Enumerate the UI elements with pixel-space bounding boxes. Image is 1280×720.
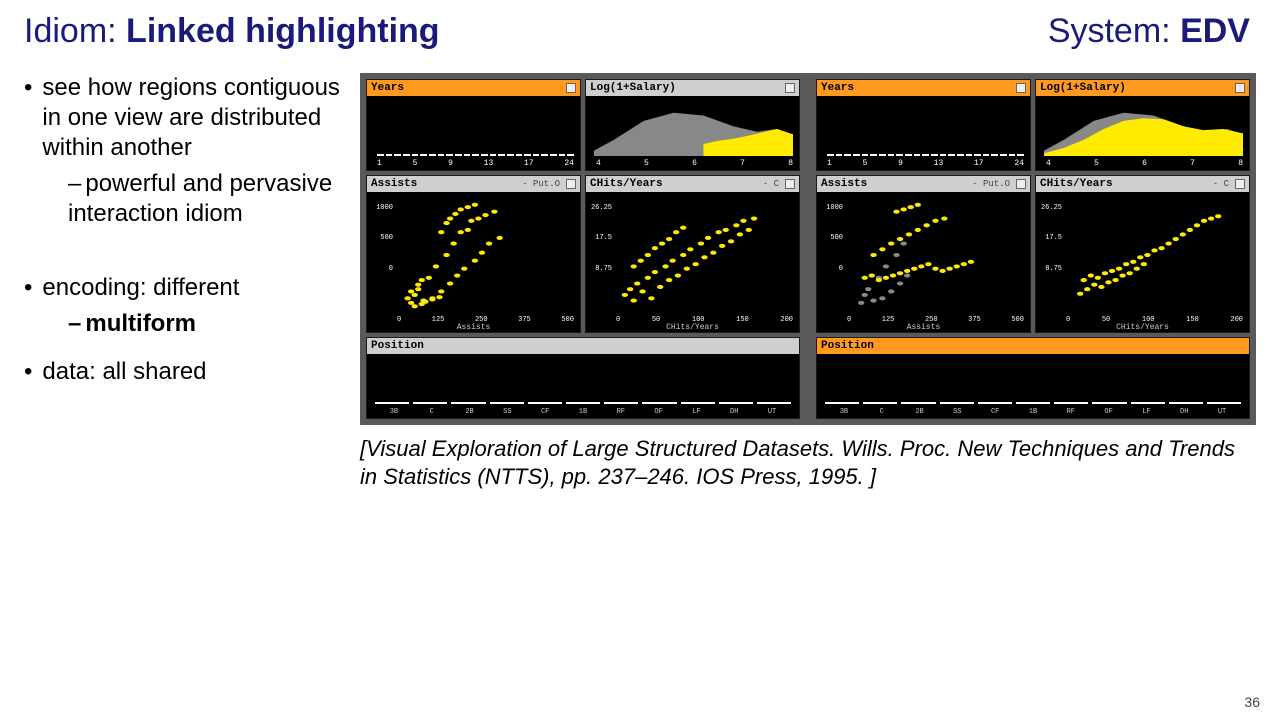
title-system: System: EDV xyxy=(1048,12,1250,51)
title-row: Idiom: Linked highlighting System: EDV xyxy=(0,0,1280,55)
panel-logsal-right: Log(1+Salary) 45678 xyxy=(1035,79,1250,171)
panel-chits-right: CHits/Years- C 26.2517.58.75 05010015020… xyxy=(1035,175,1250,333)
bullet-1a: powerful and pervasive interaction idiom xyxy=(68,170,332,227)
panel-position-right: Position 3BC2BSSCF1BRFOFLFDHUT xyxy=(816,337,1250,419)
bullet-1: see how regions contiguous in one view a… xyxy=(42,73,344,163)
title-idiom: Idiom: Linked highlighting xyxy=(24,12,440,51)
system-label: System: xyxy=(1048,12,1171,50)
panel-position-left: Position 3BC2BSSCF1BRFOFLFDHUT xyxy=(366,337,800,419)
bullet-2: encoding: different xyxy=(42,273,239,303)
system-name: EDV xyxy=(1180,12,1250,50)
panel-years-left: Years 159131724 xyxy=(366,79,581,171)
cluster-right: Years 159131724 Log(1+Salary) 45678 xyxy=(816,79,1250,419)
page-number: 36 xyxy=(1244,694,1260,710)
idiom-name: Linked highlighting xyxy=(126,12,440,50)
citation: [Visual Exploration of Large Structured … xyxy=(360,435,1256,490)
bullet-list: see how regions contiguous in one view a… xyxy=(24,73,344,490)
idiom-label: Idiom: xyxy=(24,12,117,50)
figure-area: Years 159131724 Log(1+Salary) 45678 xyxy=(360,73,1256,490)
edv-screenshot: Years 159131724 Log(1+Salary) 45678 xyxy=(360,73,1256,425)
bullet-2a: multiform xyxy=(85,310,196,337)
bullet-3: data: all shared xyxy=(42,357,206,387)
panel-assists-right: Assists- Put.O 10005000 0125250375500 As… xyxy=(816,175,1031,333)
panel-logsal-left: Log(1+Salary) 45678 xyxy=(585,79,800,171)
panel-assists-left: Assists- Put.O 10005000 0125250375500 As… xyxy=(366,175,581,333)
panel-chits-left: CHits/Years- C 26.2517.58.75 05010015020… xyxy=(585,175,800,333)
panel-years-right: Years 159131724 xyxy=(816,79,1031,171)
cluster-left: Years 159131724 Log(1+Salary) 45678 xyxy=(366,79,800,419)
